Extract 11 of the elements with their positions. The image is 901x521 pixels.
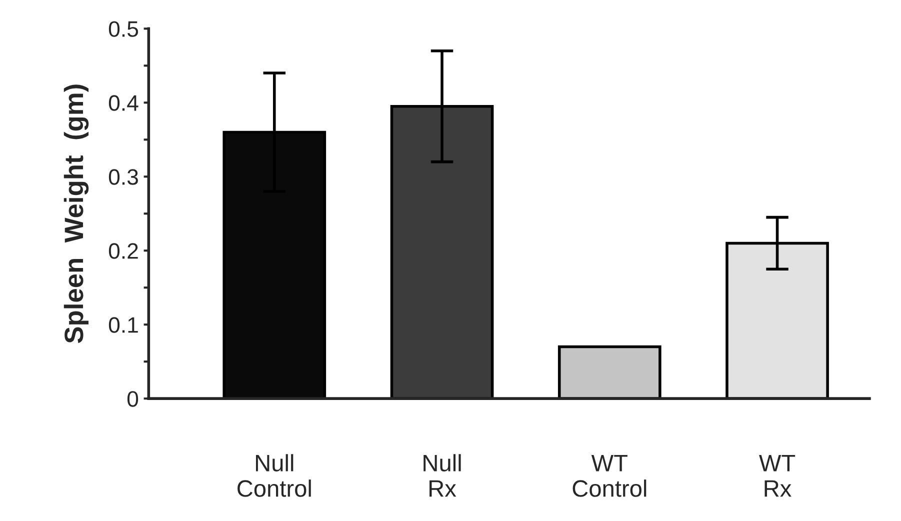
x-tick-label: Null Rx [424, 454, 461, 497]
y-tick-label: 0.4 [108, 95, 138, 111]
y-tick-label: 0.3 [108, 169, 138, 185]
y-axis-title: Spleen Weight (gm) [64, 84, 89, 344]
x-tick-label: WT Rx [759, 454, 796, 497]
y-tick-label: 0 [127, 391, 138, 407]
y-tick-label: 0.1 [108, 317, 138, 333]
y-tick-label: 0.2 [108, 243, 138, 259]
x-tick-label: Null Control [238, 454, 311, 497]
y-tick-label: 0.5 [108, 21, 138, 37]
x-tick-label: WT Control [572, 454, 646, 497]
